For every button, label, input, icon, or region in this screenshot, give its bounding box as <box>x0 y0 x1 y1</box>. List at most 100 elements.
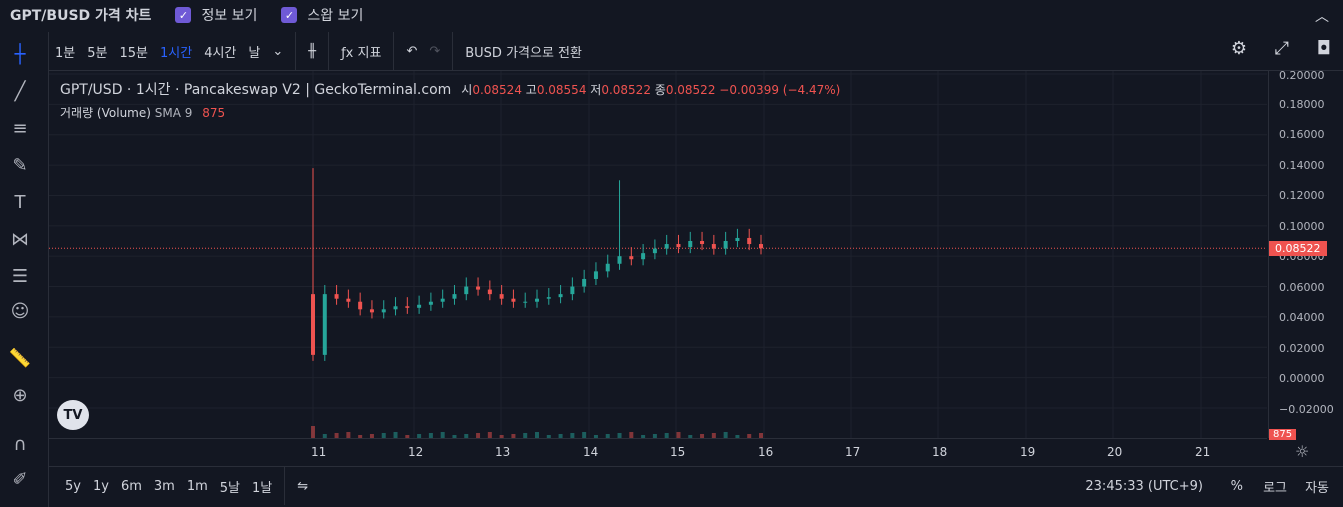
interval-4h[interactable]: 4시간 <box>204 45 237 61</box>
clock[interactable]: 23:45:33 (UTC+9) <box>1085 478 1203 494</box>
price-tick: −0.02000 <box>1279 403 1334 416</box>
candle-body <box>358 301 363 310</box>
interval-1m[interactable]: 1분 <box>55 45 76 61</box>
lock-drawing-icon[interactable]: ✐ <box>12 468 28 490</box>
interval-5m[interactable]: 5분 <box>87 45 108 61</box>
open-value: 0.08524 <box>472 83 522 97</box>
price-tick: 0.16000 <box>1279 128 1325 141</box>
function-icon: ƒx <box>341 45 354 61</box>
candle-body <box>723 241 728 249</box>
crosshair-icon[interactable]: ┼ <box>14 43 26 65</box>
undo-icon[interactable]: ↶ <box>406 43 418 59</box>
candle-body <box>558 294 563 298</box>
auto-toggle[interactable]: 자동 <box>1305 480 1329 496</box>
date-range-icon[interactable]: ⇋ <box>297 478 309 494</box>
settings-icon[interactable]: ⚙ <box>1230 38 1247 59</box>
high-value: 0.08554 <box>536 83 587 97</box>
volume-bar <box>393 432 398 438</box>
candle-body <box>747 237 752 245</box>
ohlc-legend: GPT/USD · 1시간 · Pancakeswap V2 | GeckoTe… <box>60 79 840 99</box>
volume-bar <box>546 435 551 438</box>
chart-title: GPT/BUSD 가격 차트 <box>10 8 152 24</box>
range-5y[interactable]: 5y <box>65 478 81 494</box>
check-icon: ✓ <box>175 7 192 23</box>
low-label: 저 <box>590 83 602 97</box>
interval-1h[interactable]: 1시간 <box>159 45 193 61</box>
price-axis[interactable]: 0.20000 0.18000 0.16000 0.14000 0.12000 … <box>1268 69 1343 440</box>
axis-settings-icon[interactable]: ☼ <box>1295 442 1310 461</box>
legend-symbol: GPT/USD · 1시간 · Pancakeswap V2 | GeckoTe… <box>60 82 452 98</box>
divider <box>328 32 330 70</box>
brush-icon[interactable]: ✎ <box>12 154 28 176</box>
pattern-icon[interactable]: ⋈ <box>11 228 29 250</box>
candle-body <box>511 298 516 302</box>
volume-bar <box>676 432 681 438</box>
zoom-icon[interactable]: ⊕ <box>12 384 28 406</box>
candle-body <box>676 244 681 248</box>
volume-bar <box>747 434 752 438</box>
camera-icon[interactable]: ◘ <box>1316 38 1331 59</box>
info-checkbox[interactable]: ✓ 정보 보기 <box>175 5 257 25</box>
time-tick: 19 <box>1020 445 1036 459</box>
log-toggle[interactable]: 로그 <box>1263 480 1287 496</box>
candles-icon[interactable]: ╫ <box>308 43 317 59</box>
range-6m[interactable]: 6m <box>120 478 142 494</box>
range-5d[interactable]: 5날 <box>219 480 240 496</box>
text-icon[interactable]: T <box>14 191 26 213</box>
range-1d[interactable]: 1날 <box>251 480 273 496</box>
emoji-icon[interactable]: ☺ <box>10 300 30 322</box>
trendline-icon[interactable]: ╱ <box>14 80 26 102</box>
range-1y[interactable]: 1y <box>92 478 109 494</box>
swap-checkbox[interactable]: ✓ 스왑 보기 <box>281 5 363 25</box>
fib-icon[interactable]: ☰ <box>11 265 29 287</box>
candle-body <box>593 271 598 279</box>
time-tick: 11 <box>311 445 327 459</box>
divider <box>393 32 395 70</box>
interval-day[interactable]: 날 <box>248 45 261 61</box>
indicators-button[interactable]: ƒx 지표 <box>335 42 387 61</box>
price-tick: 0.10000 <box>1279 220 1325 233</box>
magnet-icon[interactable]: ∩ <box>13 433 27 455</box>
range-3m[interactable]: 3m <box>153 478 175 494</box>
percent-toggle[interactable]: % <box>1230 478 1243 494</box>
candle-body <box>523 301 528 303</box>
volume-bar <box>664 433 669 438</box>
convert-button[interactable]: BUSD 가격으로 전환 <box>465 45 582 61</box>
bottom-toolbar: 5y 1y 6m 3m 1m 5날 1날 ⇋ 23:45:33 (UTC+9) … <box>49 466 1343 505</box>
chevron-up-icon[interactable]: ︿ <box>1315 9 1329 25</box>
candle-body <box>711 244 716 249</box>
fullscreen-icon[interactable]: ⤢ <box>1274 38 1289 59</box>
volume-bar <box>428 433 433 438</box>
chevron-down-icon[interactable]: ⌄ <box>272 43 284 59</box>
candle-body <box>476 286 481 290</box>
time-axis[interactable]: 11 12 13 14 15 16 17 18 19 20 21 ☼ <box>49 438 1309 465</box>
candle-body <box>322 294 327 355</box>
candle-body <box>393 306 398 310</box>
candle-body <box>452 294 457 299</box>
range-1m[interactable]: 1m <box>186 478 208 494</box>
candle-body <box>381 309 386 313</box>
time-tick: 17 <box>845 445 861 459</box>
volume-bar <box>369 434 374 438</box>
ruler-icon[interactable]: 📏 <box>8 347 32 369</box>
price-chart[interactable] <box>49 71 1267 438</box>
volume-bar <box>476 433 481 438</box>
volume-bar <box>652 434 657 438</box>
high-label: 고 <box>525 83 537 97</box>
redo-icon[interactable]: ↷ <box>429 43 441 59</box>
tradingview-logo[interactable]: TV <box>57 400 89 430</box>
horizontal-lines-icon[interactable]: ≡ <box>12 117 28 139</box>
volume-bar <box>322 434 327 438</box>
time-tick: 21 <box>1195 445 1211 459</box>
price-tick: 0.02000 <box>1279 342 1325 355</box>
candle-body <box>617 256 622 264</box>
check-icon: ✓ <box>281 7 298 23</box>
interval-15m[interactable]: 15분 <box>119 45 148 61</box>
volume-bar <box>605 434 610 438</box>
volume-bar <box>759 433 763 438</box>
volume-bar <box>417 434 422 438</box>
time-tick: 16 <box>758 445 774 459</box>
indicators-label: 지표 <box>357 45 382 61</box>
candle-body <box>546 297 551 299</box>
candle-body <box>417 304 422 308</box>
